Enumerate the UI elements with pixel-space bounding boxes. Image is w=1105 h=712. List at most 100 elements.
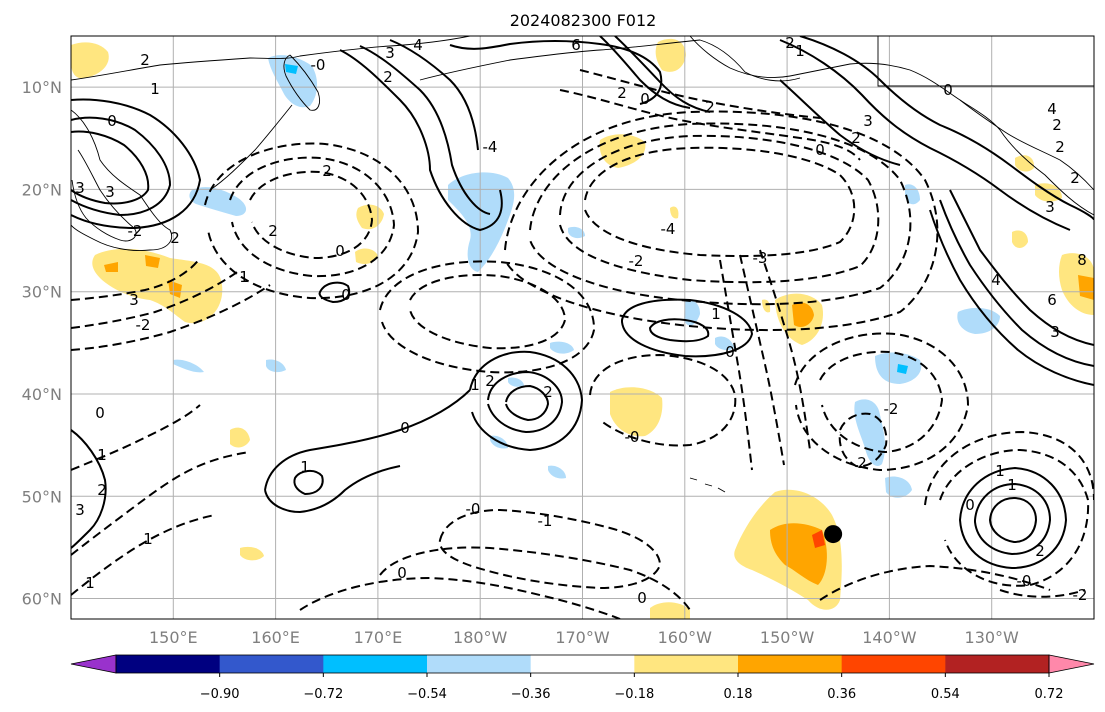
longitude-label: 130°W [965, 628, 1020, 647]
contour-neg-west-2 [229, 156, 396, 278]
colorbar-tick-label: 0.36 [827, 687, 856, 702]
contour-label: 2 [140, 51, 150, 69]
contour-label: -2 [1073, 586, 1088, 604]
colorbar-tick-label: −0.90 [200, 687, 240, 702]
contour-label: 3 [105, 183, 115, 201]
shade-neg-small1 [684, 300, 700, 326]
contour-neg-center-ring [589, 353, 737, 447]
colorbar-tick-label: 0.18 [724, 687, 753, 702]
contour-east-ring-3 [988, 496, 1038, 544]
contour-label: -0 [466, 500, 481, 518]
contour-label: 2 [617, 84, 627, 102]
coastlines [71, 36, 1094, 493]
contour-label: 2 [705, 98, 715, 116]
contour-label: 0 [341, 286, 351, 304]
colorbar-segment [841, 655, 946, 673]
shade-neg-small2 [715, 336, 734, 351]
contour-label: 0 [815, 141, 825, 159]
contour-label: -3 [753, 249, 768, 267]
map-frame [70, 35, 1095, 620]
coast-japan [71, 149, 137, 242]
gridlines [71, 36, 1094, 619]
contour-label: 0 [640, 90, 650, 108]
coast-nwbox [877, 36, 1094, 87]
shade-pos-bottom-center [650, 602, 690, 619]
contours-dashed [71, 69, 1094, 619]
contour-label: 3 [385, 44, 395, 62]
contour-label: -0 [1017, 572, 1032, 590]
contour-label: 1 [150, 80, 160, 98]
contour-label: -4 [661, 220, 676, 238]
contour-label: -0 [311, 56, 326, 74]
contour-label: -2 [884, 400, 899, 418]
contour-label: 0 [107, 112, 117, 130]
longitude-label: 180°W [453, 628, 508, 647]
contour-label: 0 [943, 81, 953, 99]
contour-label: 1 [239, 268, 249, 286]
contour-label: 2 [857, 454, 867, 472]
colorbar-segment [219, 655, 324, 673]
contour-top-center-2 [614, 36, 711, 113]
coast-aleutians [419, 39, 801, 82]
shade-neg-kamchatka-light [268, 55, 318, 108]
colorbar-tick-label: −0.18 [614, 687, 654, 702]
contour-neg-center-2 [379, 260, 596, 374]
contour-label: 2 [170, 229, 180, 247]
shade-pos-japan-mid1 [145, 255, 160, 268]
shade-neg-east-coast [957, 307, 1000, 334]
shade-pos-tiny2 [762, 299, 771, 313]
colorbar-segment [530, 655, 635, 673]
shade-pos-japan-mid2 [168, 280, 182, 298]
contour-neg-south-1 [438, 508, 662, 590]
shade-neg-east-mid-core [897, 364, 908, 374]
shade-pos-aleut [599, 134, 646, 168]
contour-label: -1 [538, 512, 553, 530]
latitude-label: 20°N [22, 180, 62, 199]
shade-pos-top-center [655, 38, 686, 72]
contour-label: 1 [97, 446, 107, 464]
contour-label: 2 [785, 34, 795, 52]
contour-ne-3 [779, 79, 901, 166]
shade-pos-hawaii-mid [770, 523, 827, 585]
contour-neg-center-1 [409, 274, 567, 350]
contour-label: 3 [129, 291, 139, 309]
contour-nw-3 [71, 98, 202, 230]
contour-label: 2 [1035, 542, 1045, 560]
latitude-label: 60°N [22, 590, 62, 609]
colorbar-segment [738, 655, 843, 673]
contour-central-high-1 [469, 350, 584, 452]
colorbar-extend-high [1048, 654, 1095, 674]
shade-pos-east-coast-light [1059, 253, 1094, 315]
contour-neg-aleut-1 [559, 89, 861, 161]
contour-east-2 [939, 199, 1094, 367]
contour-mid-right-2 [648, 318, 710, 343]
latitude-labels: 60°N 50°N 40°N 30°N 20°N 10°N [22, 78, 62, 608]
contour-neg-right-vert-1 [759, 249, 811, 451]
contour-label: -2 [629, 252, 644, 270]
contour-label: 0 [400, 419, 410, 437]
contour-label: 2 [543, 383, 553, 401]
contour-label: 1 [795, 42, 805, 60]
contour-neg-north-pacific-3 [529, 122, 912, 306]
longitude-label: 160°E [251, 628, 300, 647]
contour-left-edge [71, 429, 107, 549]
plot-title: 2024082300 F012 [510, 11, 657, 30]
colorbar-segment [945, 655, 1050, 673]
shade-pos-canada-small2 [1015, 155, 1035, 172]
contour-label: 2 [383, 68, 393, 86]
contour-label: -2 [128, 222, 143, 240]
longitude-label: 150°E [149, 628, 198, 647]
contour-label: -0 [625, 428, 640, 446]
contour-neg-right-vert-2 [739, 254, 785, 466]
contour-label: 2 [851, 129, 861, 147]
contour-neg-left-2 [71, 451, 251, 556]
longitude-label: 170°E [354, 628, 403, 647]
contour-label: 0 [637, 589, 647, 607]
latitude-label: 50°N [22, 487, 62, 506]
contour-neg-japan-3 [71, 284, 271, 351]
shade-neg-east-strip [854, 399, 886, 467]
contour-neg-east-south-1 [939, 448, 1090, 587]
contour-label: 1 [85, 574, 95, 592]
longitude-label: 160°W [658, 628, 713, 647]
